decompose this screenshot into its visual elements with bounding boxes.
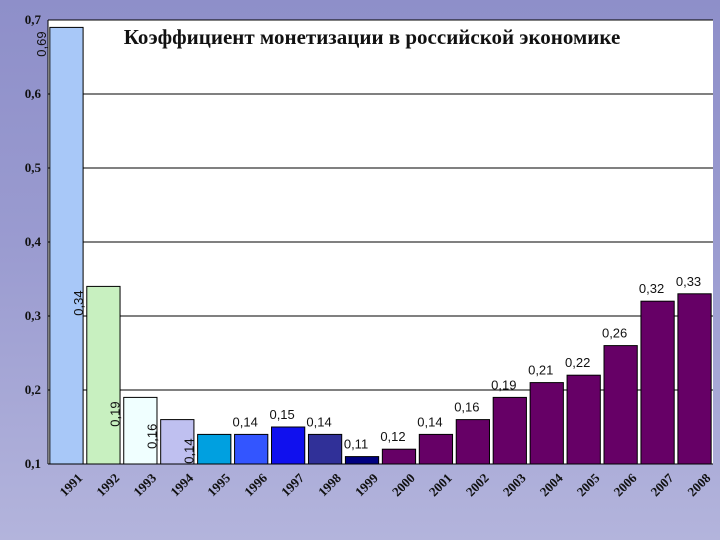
bar-2005 (566, 374, 601, 465)
bar-1992 (86, 285, 121, 465)
y-tick-label: 0,3 (25, 308, 42, 323)
data-labels: 0,69 0,34 0,19 0,16 0,14 0,14 0,15 0,14 0,11 0,12… (34, 31, 701, 463)
bar-2001 (418, 433, 454, 465)
x-tick-label: 2005 (574, 470, 603, 499)
bar-2003 (492, 396, 527, 465)
x-tick-label: 1998 (315, 470, 344, 499)
data-label: 0,21 (528, 363, 553, 378)
x-tick-label: 1992 (93, 470, 122, 499)
x-tick-label: 2008 (684, 470, 713, 499)
bar-2008 (677, 293, 712, 465)
x-tick-label: 1996 (241, 470, 270, 499)
bar-1997 (271, 426, 306, 465)
data-label: 0,19 (108, 401, 123, 426)
x-tick-label: 1997 (278, 470, 307, 499)
data-label: 0,33 (676, 274, 701, 289)
data-label: 0,14 (182, 438, 197, 463)
data-label: 0,69 (34, 31, 49, 56)
bar-2004 (529, 382, 564, 465)
bar-1991 (49, 26, 84, 465)
x-tick-label: 2002 (463, 470, 492, 499)
y-tick-label: 0,2 (25, 382, 41, 397)
bar-2002 (455, 419, 490, 465)
bar-1995 (197, 433, 232, 465)
x-axis: 1991 1992 1993 1994 1995 1996 1997 1998 1999 2000… (56, 470, 713, 499)
grid (47, 19, 713, 465)
x-tick-label: 1995 (204, 470, 233, 499)
data-label: 0,32 (639, 281, 664, 296)
y-tick-label: 0,1 (25, 456, 41, 471)
data-label: 0,14 (417, 414, 442, 429)
bars (49, 26, 712, 465)
data-label: 0,16 (145, 424, 160, 449)
x-tick-label: 1994 (167, 470, 196, 499)
x-tick-label: 1999 (352, 470, 381, 499)
x-tick-label: 1991 (56, 470, 85, 499)
data-label: 0,22 (565, 355, 590, 370)
bar-1993 (123, 396, 158, 465)
data-label: 0,15 (269, 407, 294, 422)
bar-2006 (603, 345, 638, 465)
bar-1999 (344, 456, 380, 465)
data-label: 0,16 (454, 400, 479, 415)
data-label: 0,14 (306, 414, 331, 429)
data-label: 0,34 (71, 290, 86, 315)
y-axis: 0,1 0,2 0,3 0,4 0,5 0,6 0,7 (25, 12, 42, 471)
bar-1996 (234, 433, 269, 465)
bar-2007 (640, 300, 675, 465)
bar-1994 (160, 419, 195, 465)
x-tick-label: 2003 (500, 470, 529, 499)
data-label: 0,26 (602, 326, 627, 341)
data-label: 0,19 (491, 377, 516, 392)
y-tick-label: 0,6 (25, 86, 42, 101)
y-tick-label: 0,4 (25, 234, 42, 249)
x-tick-label: 2000 (389, 470, 418, 499)
x-tick-label: 1993 (130, 470, 159, 499)
y-tick-label: 0,5 (25, 160, 42, 175)
data-label: 0,11 (344, 437, 368, 452)
x-tick-label: 2004 (537, 470, 566, 499)
x-tick-label: 2007 (647, 470, 676, 499)
y-tick-label: 0,7 (25, 12, 42, 27)
data-label: 0,14 (233, 414, 258, 429)
bar-1998 (307, 433, 343, 465)
bar-2000 (381, 448, 417, 465)
chart-title: Коэффициент монетизации в российской эко… (124, 25, 621, 49)
x-tick-label: 2001 (426, 470, 455, 499)
x-tick-label: 2006 (611, 470, 640, 499)
data-label: 0,12 (380, 429, 405, 444)
